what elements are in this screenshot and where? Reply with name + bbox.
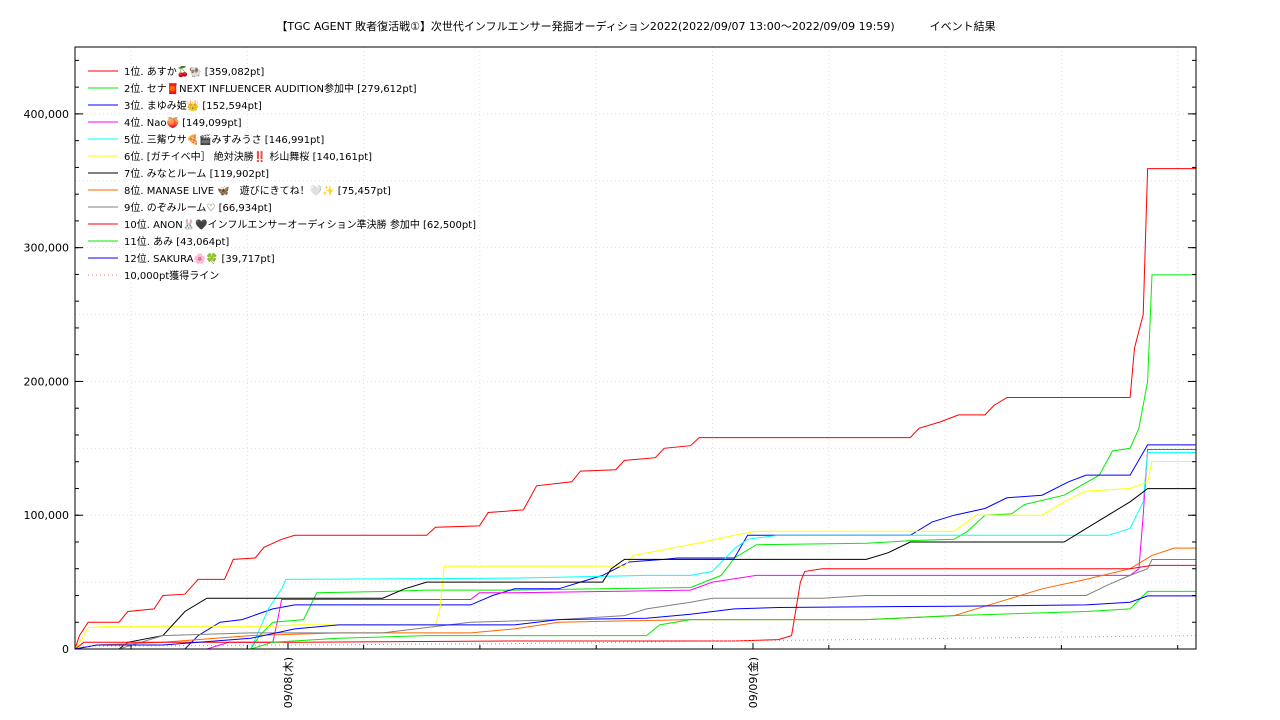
- series-layer: [74, 168, 1197, 650]
- x-tick-label: 09/08(木): [282, 657, 295, 708]
- series-line-12: [74, 595, 1196, 650]
- legend-layer: 1位. あすか🍒🐏 [359,082pt] 2位. セナ🧧NEXT INFLUEN…: [88, 65, 476, 282]
- chart-title-main: 【TGC AGENT 敗者復活戦①】次世代インフルエンサー発掘オーディション20…: [276, 20, 895, 33]
- legend-entry-13: 10,000pt獲得ライン: [124, 269, 219, 282]
- legend-entry-1: 1位. あすか🍒🐏 [359,082pt]: [124, 65, 264, 78]
- legend-entry-8: 8位. MANASE LIVE 🦋 遊びにきてね！🤍✨ [75,457pt]: [124, 184, 391, 197]
- series-line-2: [75, 274, 1196, 650]
- y-tick-label: 0: [62, 643, 69, 656]
- y-tick-label: 300,000: [24, 242, 70, 255]
- axis-layer: 0 100,000 200,000 300,000 400,000 09/08(木) 09/…: [24, 59, 1196, 708]
- series-line-11: [75, 590, 1196, 650]
- legend-entry-9: 9位. のぞみルーム♡ [66,934pt]: [124, 201, 272, 214]
- series-line-10: [74, 564, 1196, 650]
- plot-area-frame: [74, 46, 1197, 650]
- y-tick-label: 200,000: [24, 375, 70, 388]
- legend-entry-6: 6位. [ガチイベ中］ 絶対決勝‼️ 杉山舞桜 [140,161pt]: [124, 150, 372, 163]
- legend-entry-11: 11位. あみ [43,064pt]: [124, 235, 229, 248]
- legend-entry-5: 5位. 三觜ウサ🍕🎬みすみうさ [146,991pt]: [124, 133, 324, 146]
- series-line-9: [75, 559, 1196, 650]
- series-line-7: [75, 488, 1196, 650]
- y-tick-label: 100,000: [24, 509, 70, 522]
- legend-entry-10: 10位. ANON🐰🖤インフルエンサーオーディション準決勝 参加中 [62,50…: [124, 218, 476, 231]
- chart-subtitle: イベント結果: [929, 20, 996, 33]
- legend-entry-3: 3位. まゆみ姫👑 [152,594pt]: [124, 99, 262, 112]
- legend-entry-12: 12位. SAKURA🌸🍀 [39,717pt]: [124, 252, 275, 265]
- y-tick-label: 400,000: [24, 108, 70, 121]
- series-line-1: [74, 168, 1196, 650]
- legend-entry-2: 2位. セナ🧧NEXT INFLUENCER AUDITION参加中 [279,…: [124, 82, 417, 95]
- series-line-6: [74, 461, 1196, 650]
- x-tick-label: 09/09(金): [746, 657, 760, 708]
- chart-title: 【TGC AGENT 敗者復活戦①】次世代インフルエンサー発掘オーディション20…: [0, 18, 1272, 34]
- series-line-5: [75, 451, 1196, 650]
- legend-entry-7: 7位. みなとルーム [119,902pt]: [124, 167, 269, 180]
- legend-entry-4: 4位. Nao🍑 [149,099pt]: [124, 116, 242, 129]
- grid-layer: [75, 47, 1196, 649]
